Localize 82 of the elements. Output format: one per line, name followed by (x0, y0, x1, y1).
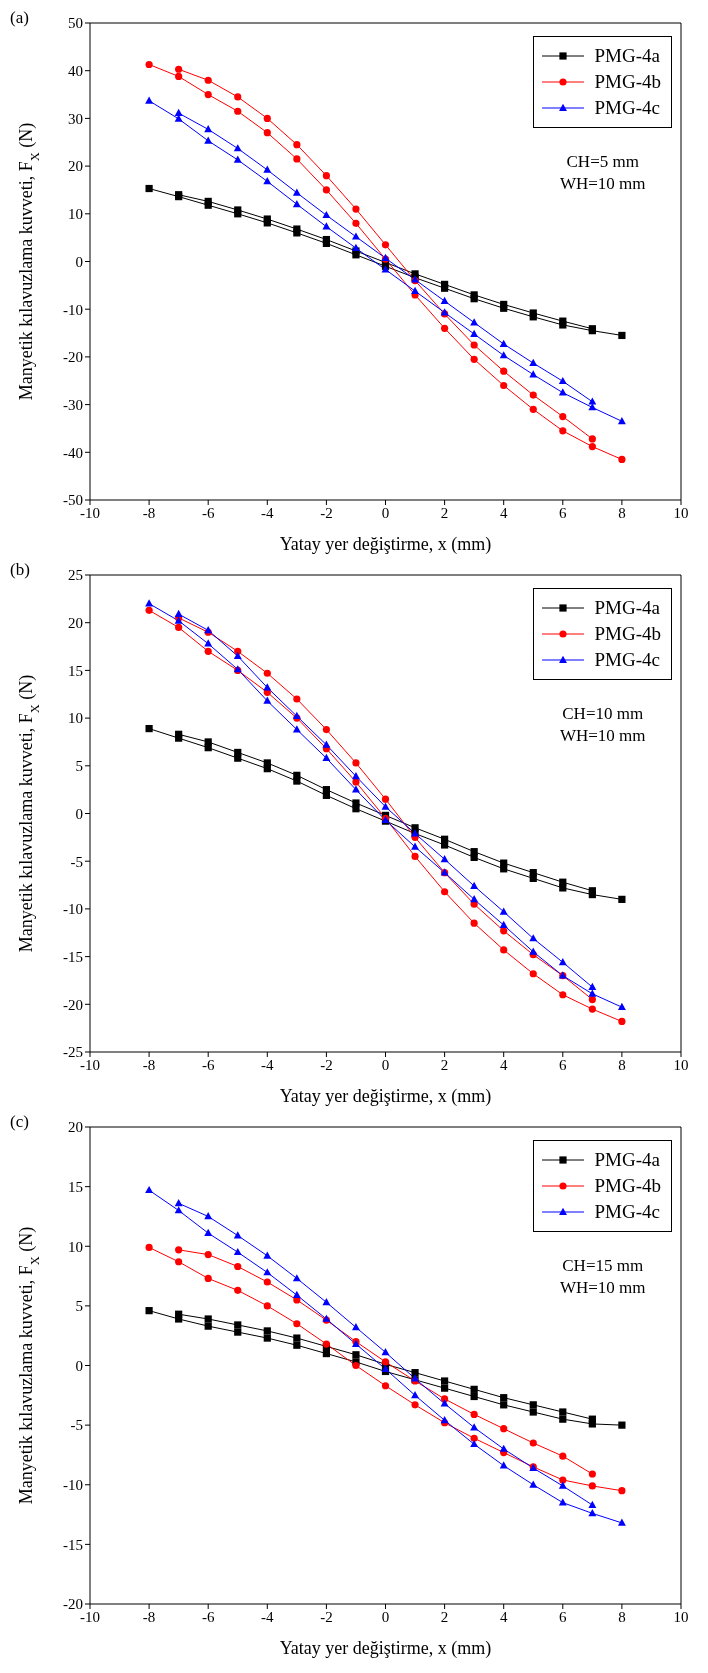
y-tick-label: -5 (70, 853, 83, 870)
x-tick-label: 0 (381, 1608, 390, 1625)
annotation: CH=5 mm (565, 152, 640, 172)
y-tick-label: -20 (63, 349, 83, 366)
y-tick-label: 15 (68, 662, 83, 679)
y-tick-label: 15 (68, 1178, 83, 1195)
y-tick-label: 20 (68, 158, 83, 175)
y-tick-label: 0 (75, 253, 83, 270)
x-tick-label: 0 (381, 504, 390, 521)
legend-label: PMG-4c (594, 96, 660, 120)
y-tick-label: 30 (68, 110, 83, 127)
x-tick-label: -4 (261, 1056, 275, 1073)
x-tick-label: -2 (320, 504, 333, 521)
x-tick-label: -8 (142, 504, 156, 521)
annotation: CH=10 mm (561, 704, 645, 724)
annotation: WH=10 mm (558, 1278, 647, 1298)
y-tick-label: -40 (63, 444, 83, 461)
x-axis-title: Yatay yer değiştirme, x (mm) (279, 534, 492, 555)
x-tick-label: 4 (499, 1056, 508, 1073)
x-tick-label: -2 (320, 1056, 333, 1073)
x-tick-label: 8 (618, 504, 626, 521)
x-axis-title: Yatay yer değiştirme, x (mm) (279, 1638, 492, 1659)
x-tick-label: 4 (499, 1608, 508, 1625)
y-tick-label: 20 (68, 615, 83, 632)
y-tick-label: 40 (68, 63, 83, 80)
chart-title: (b) (10, 560, 30, 580)
x-tick-label: 8 (618, 1608, 626, 1625)
y-tick-label: -15 (63, 1536, 83, 1553)
legend-label: PMG-4b (594, 70, 661, 94)
x-tick-label: 6 (559, 1608, 568, 1625)
y-tick-label: -50 (63, 492, 83, 509)
legend-label: PMG-4a (594, 1148, 660, 1172)
y-tick-label: 20 (68, 1119, 83, 1136)
x-tick-label: -6 (201, 1608, 215, 1625)
chart-title: (c) (10, 1112, 29, 1132)
y-tick-label: -10 (63, 301, 83, 318)
y-tick-label: -30 (63, 396, 83, 413)
y-tick-label: 10 (68, 710, 83, 727)
x-tick-label: 2 (440, 1608, 449, 1625)
legend-label: PMG-4a (594, 44, 660, 68)
x-tick-label: -4 (261, 504, 275, 521)
y-tick-label: 50 (68, 15, 83, 32)
y-tick-label: 5 (75, 1298, 83, 1315)
y-tick-label: -20 (63, 1596, 83, 1613)
y-tick-label: -10 (63, 901, 83, 918)
legend-label: PMG-4b (594, 1174, 661, 1198)
chart-title: (a) (10, 8, 29, 28)
y-tick-label: -20 (63, 996, 83, 1013)
y-tick-label: 0 (75, 1357, 83, 1374)
y-tick-label: 25 (68, 567, 83, 584)
x-tick-label: 10 (673, 504, 689, 521)
x-tick-label: 2 (440, 504, 449, 521)
legend-label: PMG-4c (594, 1200, 660, 1224)
x-tick-label: 6 (559, 1056, 568, 1073)
legend-label: PMG-4a (594, 596, 660, 620)
x-tick-label: -6 (201, 1056, 215, 1073)
y-tick-label: -5 (70, 1417, 83, 1434)
x-tick-label: 4 (499, 504, 508, 521)
annotation: WH=10 mm (558, 174, 647, 194)
legend-label: PMG-4b (594, 622, 661, 646)
y-tick-label: -25 (63, 1044, 83, 1061)
annotation: CH=15 mm (561, 1256, 645, 1276)
x-tick-label: -2 (320, 1608, 333, 1625)
y-tick-label: 10 (68, 206, 83, 223)
x-tick-label: 8 (618, 1056, 626, 1073)
y-tick-label: 0 (75, 805, 83, 822)
x-tick-label: 2 (440, 1056, 449, 1073)
x-tick-label: 10 (673, 1608, 689, 1625)
x-tick-label: -8 (142, 1056, 156, 1073)
x-tick-label: 0 (381, 1056, 390, 1073)
y-tick-label: -15 (63, 948, 83, 965)
y-tick-label: 5 (75, 758, 83, 775)
x-tick-label: -6 (201, 504, 215, 521)
y-tick-label: -10 (63, 1477, 83, 1494)
x-tick-label: -4 (261, 1608, 275, 1625)
x-axis-title: Yatay yer değiştirme, x (mm) (279, 1086, 492, 1107)
annotation: WH=10 mm (558, 726, 647, 746)
y-tick-label: 10 (68, 1238, 83, 1255)
legend-label: PMG-4c (594, 648, 660, 672)
x-tick-label: -8 (142, 1608, 156, 1625)
x-tick-label: 10 (673, 1056, 689, 1073)
x-tick-label: 6 (559, 504, 568, 521)
